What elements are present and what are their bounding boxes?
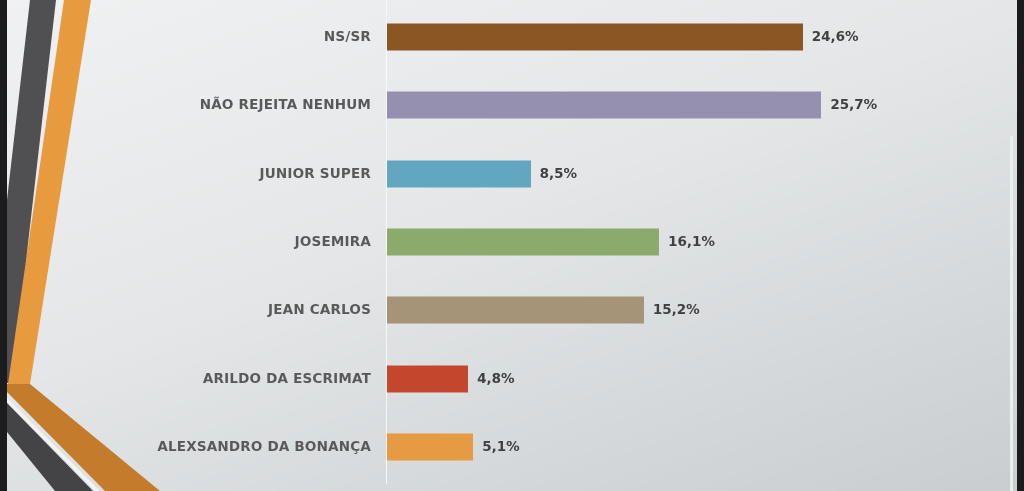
data-label: 4,8% [477,370,515,387]
decorative-stripes [0,0,160,491]
category-label: JUNIOR SUPER [259,165,371,182]
category-label: NS/SR [323,29,371,45]
screen-edge [1017,0,1024,491]
bar [387,91,822,119]
bar [387,228,660,256]
bar [387,160,531,188]
bar [387,23,803,51]
category-label: JOSEMIRA [294,233,371,250]
data-label: 8,5% [539,165,578,182]
category-label: NÃO REJEITA NENHUM [199,97,371,114]
bar [387,433,474,461]
bar [387,365,469,392]
category-label: ALEXSANDRO DA BONANÇA [157,438,371,455]
data-label: 5,1% [482,438,520,455]
data-label: 24,6% [811,29,859,45]
category-axis-line [386,0,387,484]
divider [1010,136,1013,491]
bar [387,296,644,324]
category-label: ARILDO DA ESCRIMAT [202,370,371,387]
data-label: 15,2% [652,302,700,319]
category-label: JEAN CARLOS [268,302,371,319]
data-label: 16,1% [668,233,715,250]
data-label: 25,7% [830,97,878,114]
